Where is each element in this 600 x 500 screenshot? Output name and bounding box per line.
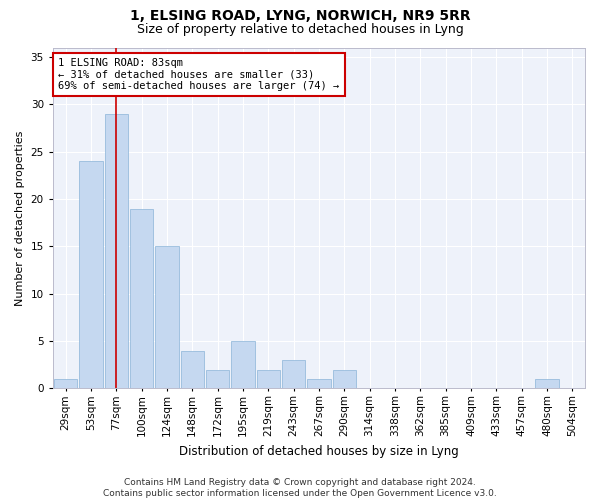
Bar	[181, 350, 204, 389]
Y-axis label: Number of detached properties: Number of detached properties	[15, 130, 25, 306]
Bar	[54, 379, 77, 388]
Text: 1 ELSING ROAD: 83sqm
← 31% of detached houses are smaller (33)
69% of semi-detac: 1 ELSING ROAD: 83sqm ← 31% of detached h…	[58, 58, 340, 91]
Bar	[257, 370, 280, 388]
Bar	[332, 370, 356, 388]
Bar	[104, 114, 128, 388]
Bar	[231, 341, 254, 388]
Text: Size of property relative to detached houses in Lyng: Size of property relative to detached ho…	[137, 22, 463, 36]
Bar	[155, 246, 179, 388]
Bar	[535, 379, 559, 388]
Bar	[282, 360, 305, 388]
X-axis label: Distribution of detached houses by size in Lyng: Distribution of detached houses by size …	[179, 444, 459, 458]
Text: Contains HM Land Registry data © Crown copyright and database right 2024.
Contai: Contains HM Land Registry data © Crown c…	[103, 478, 497, 498]
Text: 1, ELSING ROAD, LYNG, NORWICH, NR9 5RR: 1, ELSING ROAD, LYNG, NORWICH, NR9 5RR	[130, 9, 470, 23]
Bar	[206, 370, 229, 388]
Bar	[307, 379, 331, 388]
Bar	[130, 208, 153, 388]
Bar	[79, 161, 103, 388]
